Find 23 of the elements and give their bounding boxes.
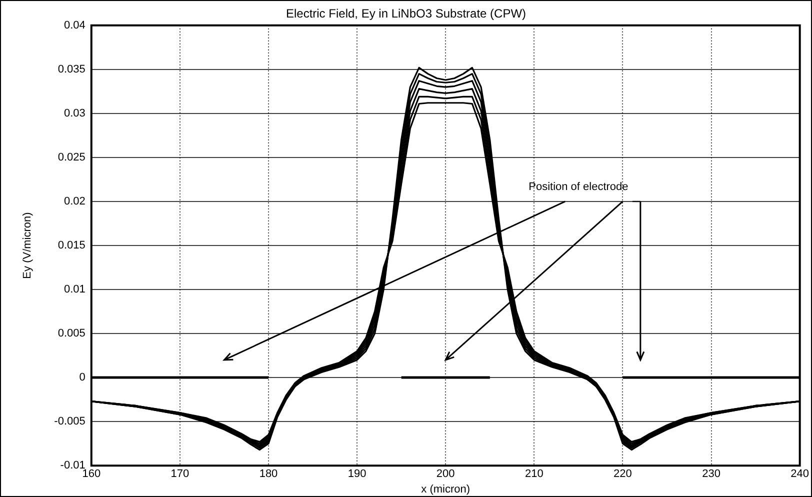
x-tick-label: 160 [82,468,101,480]
x-tick-label: 220 [614,468,632,480]
x-tick-label: 200 [436,468,455,480]
y-axis-title: Ey (V/micron) [22,212,34,279]
x-tick-label: 170 [170,468,190,480]
annotation: Position of electrode [528,181,628,194]
x-tick-label: 210 [524,468,544,480]
y-tick-label: 0.005 [58,328,86,340]
y-tick-label: 0.015 [58,240,86,252]
x-tick-label: 230 [702,468,720,480]
x-tick-label: 240 [790,468,810,480]
y-tick-label: 0.035 [58,63,86,76]
x-tick-label: 180 [259,468,278,480]
y-tick-label: 0.02 [64,196,86,208]
y-tick-label: -0.005 [54,416,86,428]
x-axis-title: x (micron) [421,483,470,496]
x-tick-label: 190 [348,468,366,480]
y-tick-label: 0.04 [64,19,86,32]
y-tick-label: 0.03 [64,107,86,120]
chart-title: Electric Field, Ey in LiNbO3 Substrate (CPW) [286,6,526,21]
y-tick-label: 0.025 [58,151,86,164]
y-tick-label: 0.01 [64,284,86,296]
y-tick-label: 0 [79,372,86,384]
